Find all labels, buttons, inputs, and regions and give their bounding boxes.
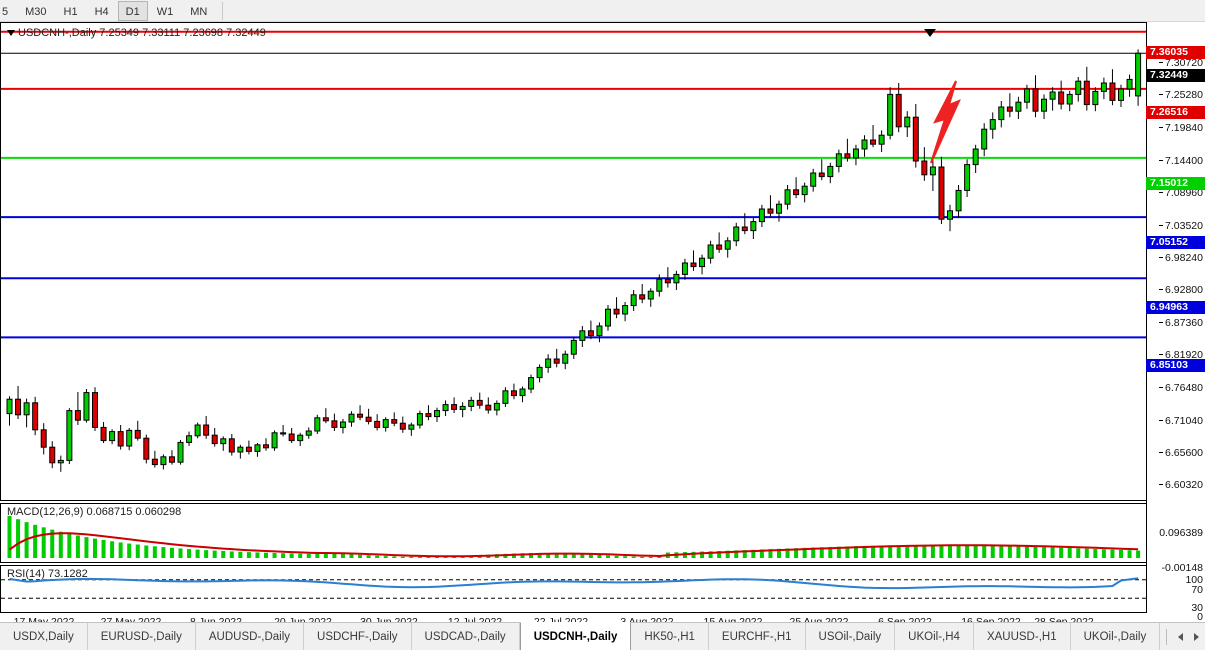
- price-badge-support-line[interactable]: 6.85103: [1146, 359, 1205, 372]
- tick-mark: [1159, 61, 1164, 63]
- timeframe-button-5[interactable]: 5: [2, 5, 9, 18]
- rsi-plot: [1, 577, 1146, 599]
- price-tick-label: 7.08960: [1159, 188, 1203, 199]
- rsi-axis-label: 30: [1191, 602, 1203, 614]
- rsi-pane[interactable]: RSI(14) 73.1282: [0, 565, 1146, 613]
- chart-tab-ukoilh4[interactable]: UKOil-,H4: [895, 623, 974, 650]
- price-axis[interactable]: 7.30720 7.25280 7.19840 7.14400 7.08960 7.035…: [1146, 22, 1205, 623]
- price-tick-label: 6.76480: [1159, 383, 1203, 394]
- macd-pane[interactable]: MACD(12,26,9) 0.068715 0.060298: [0, 503, 1146, 563]
- tab-scroll-right-icon[interactable]: [1194, 632, 1200, 641]
- price-tick-label: 6.98240: [1159, 252, 1203, 264]
- price-badge-resistance-line[interactable]: 7.26516: [1146, 106, 1205, 119]
- chart-tab-usoildaily[interactable]: USOil-,Daily: [806, 623, 896, 650]
- level-marker-triangle: [924, 29, 936, 37]
- price-tick-label: 6.81920: [1159, 350, 1203, 361]
- price-pane[interactable]: USDCNH-,Daily 7.25349 7.33111 7.23698 7.…: [0, 22, 1146, 501]
- timeframe-button-d1[interactable]: D1: [117, 0, 148, 21]
- macd-histogram: [7, 516, 1141, 558]
- price-tick-label: 7.03520: [1159, 220, 1203, 232]
- chart-tab-eurusddaily[interactable]: EURUSD-,Daily: [88, 623, 196, 650]
- chart-area[interactable]: USDCNH-,Daily 7.25349 7.33111 7.23698 7.…: [0, 22, 1205, 633]
- price-tick-label: 6.71040: [1159, 415, 1203, 427]
- macd-signal-line: [8, 532, 1139, 558]
- up-arrow-annotation: [930, 80, 961, 164]
- tick-mark: [1159, 321, 1164, 323]
- timeframe-button-h1[interactable]: H1: [63, 5, 78, 18]
- chart-tab-usdchfdaily[interactable]: USDCHF-,Daily: [304, 623, 412, 650]
- rsi-axis-label: 0: [1197, 611, 1203, 623]
- timeframe-button-group: 5 M30 H1 H4 D1 W1 MN: [0, 0, 216, 21]
- tab-scroll-left-icon[interactable]: [1178, 632, 1184, 641]
- macd-axis-label: -0.00148: [1161, 562, 1203, 574]
- price-tick-label: 6.65600: [1159, 448, 1203, 459]
- tick-mark: [1159, 419, 1164, 421]
- tick-mark: [1159, 452, 1164, 454]
- price-badge-support-line[interactable]: 7.15012: [1146, 177, 1205, 190]
- tick-mark: [1159, 354, 1164, 356]
- tick-mark: [1159, 387, 1164, 389]
- price-tick-label: 7.30720: [1159, 57, 1203, 69]
- tab-scroll-controls[interactable]: [1160, 623, 1205, 650]
- tick-mark: [1159, 126, 1164, 128]
- rsi-axis-label: 100: [1185, 574, 1203, 586]
- chart-tab-usdcnhdaily[interactable]: USDCNH-,Daily: [519, 622, 632, 650]
- macd-plot: [7, 516, 1141, 558]
- timeframe-button-w1[interactable]: W1: [156, 5, 174, 18]
- chart-tab-usdxdaily[interactable]: USDX,Daily: [0, 623, 88, 650]
- tick-mark: [1159, 224, 1164, 226]
- price-tick-label: 6.92800: [1159, 285, 1203, 296]
- macd-axis-label: 0.096389: [1159, 527, 1203, 539]
- tab-nav-divider: [1166, 628, 1168, 645]
- price-tick-label: 7.19840: [1159, 122, 1203, 134]
- chart-tab-audusddaily[interactable]: AUDUSD-,Daily: [196, 623, 305, 650]
- candle-series: [6, 49, 1142, 472]
- price-badge-resistance-line[interactable]: 7.36035: [1146, 46, 1205, 59]
- tick-mark: [1159, 484, 1164, 486]
- rsi-line: [9, 577, 1139, 590]
- rsi-axis-label: 70: [1191, 584, 1203, 596]
- chart-tab-eurchfh1[interactable]: EURCHF-,H1: [709, 623, 806, 650]
- timeframe-button-mn[interactable]: MN: [190, 5, 208, 18]
- chart-tab-ukoildaily[interactable]: UKOil-,Daily: [1071, 623, 1161, 650]
- timeframe-button-m30[interactable]: M30: [25, 5, 47, 18]
- chart-tab-bar[interactable]: USDX,Daily EURUSD-,Daily AUDUSD-,Daily USDC…: [0, 622, 1205, 650]
- chart-tab-hk50h1[interactable]: HK50-,H1: [631, 623, 709, 650]
- chart-tab-usdcaddaily[interactable]: USDCAD-,Daily: [412, 623, 520, 650]
- macd-label: MACD(12,26,9) 0.068715 0.060298: [7, 506, 182, 518]
- chart-tab-xauusdh1[interactable]: XAUUSD-,H1: [974, 623, 1071, 650]
- price-badge-last-price[interactable]: 7.32449: [1146, 69, 1205, 82]
- tick-mark: [1159, 192, 1164, 194]
- price-badge-support-line[interactable]: 7.05152: [1146, 236, 1205, 249]
- tick-mark: [1159, 159, 1164, 161]
- price-tick-label: 7.25280: [1159, 90, 1203, 101]
- price-badge-support-line[interactable]: 6.94963: [1146, 301, 1205, 314]
- price-tick-label: 6.60320: [1159, 480, 1203, 491]
- price-tick-label: 6.87360: [1159, 317, 1203, 329]
- tick-mark: [1159, 289, 1164, 291]
- tick-mark: [1159, 94, 1164, 96]
- candlestick-plot: [1, 29, 1146, 472]
- price-tick-label: 7.14400: [1159, 155, 1203, 167]
- rsi-label: RSI(14) 73.1282: [7, 568, 88, 580]
- timeframe-button-h4[interactable]: H4: [94, 5, 109, 18]
- timeframe-toolbar: 5 M30 H1 H4 D1 W1 MN: [0, 0, 1205, 22]
- chart-tab-list: USDX,Daily EURUSD-,Daily AUDUSD-,Daily USDC…: [0, 622, 1161, 650]
- tick-mark: [1159, 256, 1164, 258]
- toolbar-divider: [222, 1, 224, 20]
